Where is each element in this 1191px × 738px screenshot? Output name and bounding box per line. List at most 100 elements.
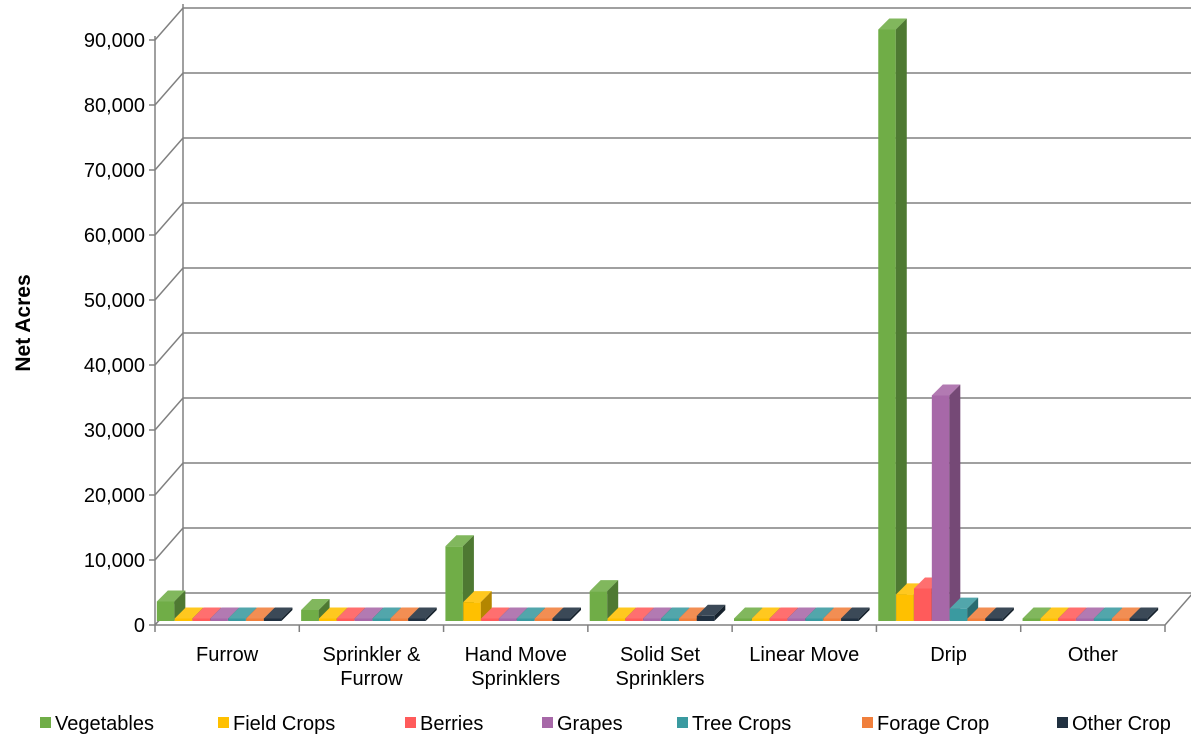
- bar-front: [913, 588, 932, 621]
- x-tick-label: Linear Move: [749, 644, 859, 666]
- bar-front: [445, 546, 463, 621]
- y-tick-label: 20,000: [84, 485, 145, 507]
- x-tick-label: Hand Move: [465, 644, 567, 666]
- y-tick-label: 40,000: [84, 355, 145, 377]
- legend-label: Other Crop: [1072, 713, 1171, 735]
- bar-top: [481, 607, 510, 619]
- bar-front: [390, 618, 408, 621]
- bar-front: [174, 618, 193, 621]
- bar-front: [156, 601, 175, 621]
- bar-side: [895, 18, 907, 621]
- bar-top: [696, 604, 726, 616]
- x-tick-label: Solid Set: [620, 644, 700, 666]
- bar-front: [1129, 618, 1148, 621]
- bar-top: [751, 607, 781, 619]
- bar-top: [463, 591, 492, 603]
- bar-side: [714, 604, 726, 621]
- bar-front: [354, 618, 373, 621]
- legend-swatch: [542, 717, 553, 728]
- legend-swatch: [862, 717, 873, 728]
- bar-front: [607, 618, 626, 621]
- bar-top: [1093, 607, 1123, 619]
- legend-item: Grapes: [542, 713, 623, 735]
- bar-top: [607, 607, 637, 619]
- bar-top: [156, 590, 186, 602]
- bar-top: [625, 607, 654, 619]
- bar-front: [516, 618, 535, 621]
- bar-top: [589, 580, 619, 592]
- gridline: [154, 202, 1191, 236]
- bar-top: [661, 607, 690, 619]
- legend-label: Grapes: [557, 713, 623, 735]
- bar-front: [878, 29, 896, 621]
- bar-top: [445, 535, 474, 547]
- bar-top: [174, 607, 204, 619]
- bar-side: [174, 590, 186, 621]
- gridline: [154, 72, 1191, 106]
- bar-top: [769, 607, 799, 619]
- bar-front: [498, 618, 517, 621]
- bar-top: [1040, 607, 1069, 619]
- bar-other-crop: [696, 604, 726, 621]
- x-tick-label: Sprinklers: [616, 668, 705, 690]
- bar-top: [878, 18, 907, 30]
- bar-front: [481, 618, 499, 621]
- legend-swatch: [405, 717, 416, 728]
- bar-side: [949, 384, 961, 621]
- bar-top: [390, 607, 419, 619]
- bar-front: [805, 618, 823, 621]
- bar-grapes: [931, 384, 961, 621]
- x-tick-label: Furrow: [196, 644, 259, 666]
- bar-front: [534, 618, 553, 621]
- legend-item: Vegetables: [40, 713, 154, 735]
- bar-front: [751, 618, 770, 621]
- legend-swatch: [218, 717, 229, 728]
- x-tick-label: Sprinkler &: [323, 644, 421, 666]
- bar-top: [967, 607, 997, 619]
- bar-front: [896, 594, 914, 621]
- legend-item: Berries: [405, 713, 483, 735]
- gridline: [154, 462, 1191, 496]
- bar-top: [336, 607, 366, 619]
- bar-top: [841, 607, 870, 619]
- bar-front: [301, 609, 319, 621]
- bar-side: [1147, 607, 1159, 621]
- y-tick-label: 90,000: [84, 30, 145, 52]
- bar-other-crop: [552, 607, 582, 621]
- y-tick-label: 10,000: [84, 550, 145, 572]
- bar-top: [787, 607, 817, 619]
- bar-top: [1022, 607, 1052, 619]
- gridline: [154, 527, 1191, 561]
- bar-tree-crops: [949, 597, 979, 621]
- x-tick-label: Sprinklers: [471, 668, 560, 690]
- gridline: [154, 267, 1191, 301]
- bar-top: [733, 607, 763, 619]
- bar-top: [516, 607, 546, 619]
- bar-side: [1002, 607, 1014, 621]
- bar-side: [425, 607, 437, 621]
- bar-vegetables: [878, 18, 907, 621]
- bar-top: [643, 607, 672, 619]
- bar-other-crop: [408, 607, 437, 621]
- legend-item: Tree Crops: [677, 713, 791, 735]
- bar-other-crop: [1129, 607, 1159, 621]
- bar-front: [463, 602, 481, 621]
- legend-label: Vegetables: [55, 713, 154, 735]
- chart-legend: Vegetables Field Crops Berries Grapes Tree C…: [40, 713, 1171, 735]
- bar-top: [372, 607, 402, 619]
- bar-front: [1040, 618, 1058, 621]
- bar-top: [823, 607, 852, 619]
- bar-front: [1022, 618, 1041, 621]
- bar-front: [1076, 618, 1094, 621]
- y-tick-label: 0: [134, 615, 145, 637]
- bar-top: [498, 607, 528, 619]
- chart-bars: [156, 18, 1159, 621]
- bar-front: [1111, 618, 1130, 621]
- bar-vegetables: [156, 590, 186, 621]
- y-tick-label: 50,000: [84, 290, 145, 312]
- bar-top: [805, 607, 834, 619]
- legend-swatch: [677, 717, 688, 728]
- bar-front: [246, 618, 264, 621]
